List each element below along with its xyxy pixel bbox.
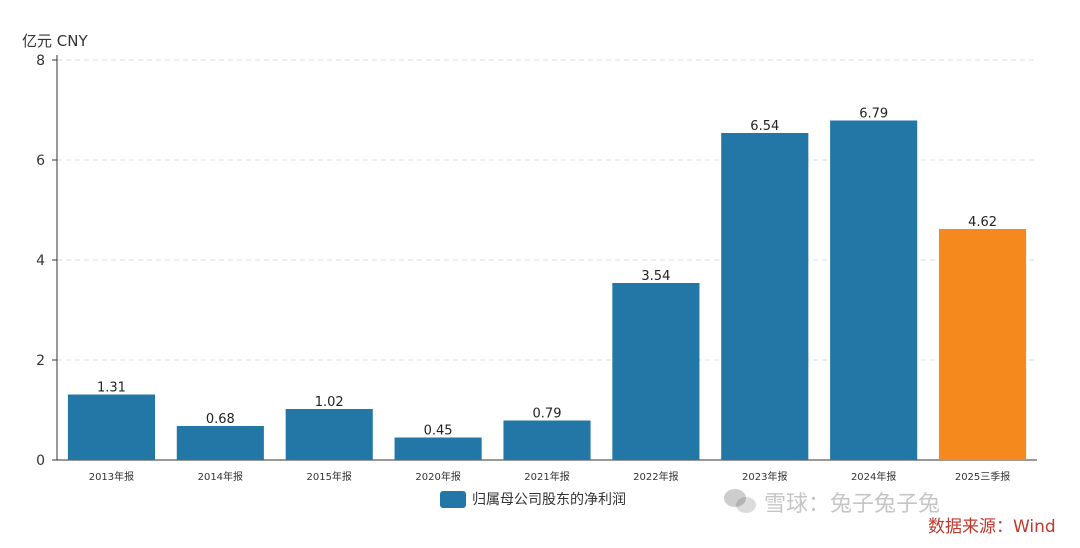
x-tick-label: 2022年报: [633, 470, 678, 483]
data-label: 0.68: [206, 412, 235, 427]
bar-2022年报: [612, 283, 700, 460]
data-label: 1.31: [97, 381, 126, 396]
x-tick-label: 2024年报: [851, 470, 896, 483]
bar-2020年报: [394, 437, 482, 460]
y-tick-label: 6: [36, 153, 45, 169]
bar-2025三季报: [939, 229, 1027, 460]
x-tick-label: 2015年报: [306, 470, 351, 483]
bar-2015年报: [285, 409, 373, 460]
y-axis-unit-label: 亿元 CNY: [22, 32, 88, 50]
bar-2021年报: [503, 420, 591, 460]
x-tick-label: 2021年报: [524, 470, 569, 483]
y-tick-label: 2: [36, 353, 45, 369]
x-tick-label: 2025三季报: [955, 470, 1010, 483]
bar-2023年报: [721, 133, 809, 460]
data-label: 1.02: [315, 395, 344, 410]
x-tick-label: 2013年报: [89, 470, 134, 483]
data-label: 0.45: [424, 424, 453, 439]
data-label: 6.79: [859, 107, 888, 122]
bar-2024年报: [830, 120, 918, 460]
x-tick-label: 2014年报: [198, 470, 243, 483]
watermark-text: 雪球：兔子兔子兔: [764, 492, 941, 517]
wechat-icon: [724, 489, 758, 515]
data-label: 4.62: [968, 215, 997, 230]
data-label: 6.54: [750, 119, 779, 134]
data-label: 3.54: [641, 269, 670, 284]
watermark: 雪球：兔子兔子兔: [724, 486, 940, 518]
data-label: 0.79: [533, 407, 562, 422]
y-tick-label: 0: [36, 453, 45, 469]
legend-label: 归属母公司股东的净利润: [472, 492, 626, 508]
bar-2013年报: [67, 394, 155, 460]
x-tick-label: 2023年报: [742, 470, 787, 483]
y-tick-label: 8: [36, 53, 45, 69]
legend-swatch: [440, 490, 466, 508]
bar-2014年报: [176, 426, 264, 460]
source-note: 数据来源：Wind: [928, 517, 1056, 537]
y-tick-label: 4: [36, 253, 45, 269]
x-tick-label: 2020年报: [415, 470, 460, 483]
legend[interactable]: 归属母公司股东的净利润: [440, 489, 626, 509]
